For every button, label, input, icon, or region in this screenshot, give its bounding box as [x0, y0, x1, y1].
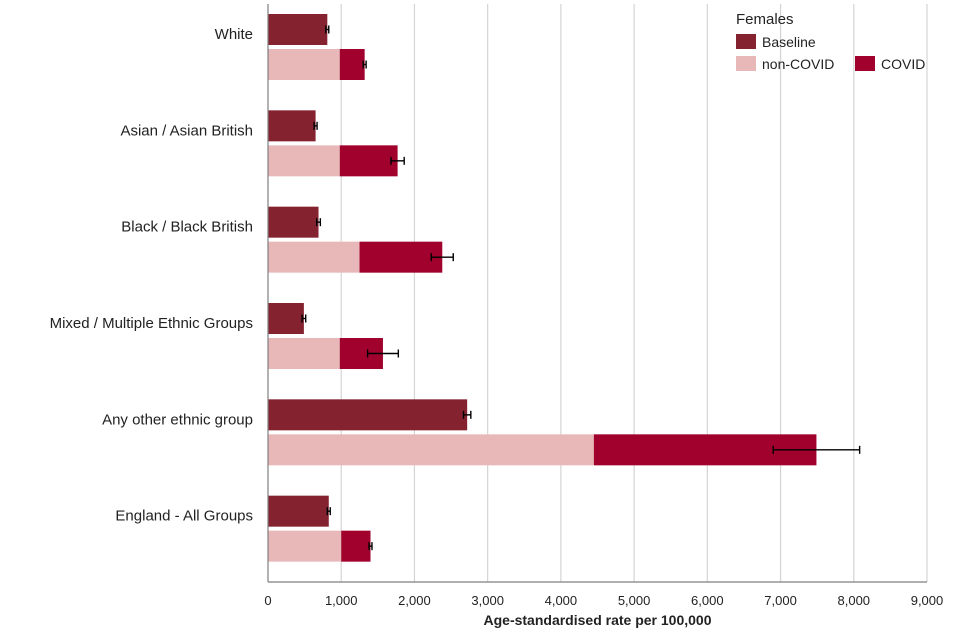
x-tick-label: 6,000 — [691, 593, 724, 608]
bar-covid-asian-asian-british — [339, 145, 398, 177]
x-tick-label: 2,000 — [398, 593, 431, 608]
bar-baseline-england-all-groups — [268, 495, 329, 527]
x-tick-label: 7,000 — [764, 593, 797, 608]
error-bar-covid-white — [362, 60, 367, 69]
bar-covid-black-black-british — [359, 241, 443, 273]
bar-non-covid-mixed-multiple-ethnic-groups — [268, 338, 340, 369]
category-labels: White Asian / Asian British Black / Black … — [50, 26, 253, 525]
legend-label: non-COVID — [762, 56, 834, 72]
error-bar-baseline-england-all-groups — [326, 507, 331, 516]
x-axis: 0 1,000 2,000 3,000 4,000 5,000 6,000 7,000 8,00… — [264, 4, 943, 608]
gridlines — [340, 4, 928, 582]
x-tick-label: 9,000 — [911, 593, 944, 608]
x-tick-label: 4,000 — [545, 593, 578, 608]
x-tick-label: 1,000 — [325, 593, 358, 608]
error-bar-baseline-black-black-british — [315, 218, 322, 227]
legend-item-baseline: Baseline — [736, 34, 816, 50]
bar-non-covid-england-all-groups — [268, 530, 342, 562]
legend-swatch — [736, 56, 756, 71]
x-axis-title: Age-standardised rate per 100,000 — [484, 612, 712, 628]
category-label: England - All Groups — [115, 508, 253, 525]
error-bar-baseline-mixed-multiple-ethnic-groups — [301, 314, 307, 323]
x-tick-label: 3,000 — [471, 593, 504, 608]
bar-baseline-black-black-british — [268, 206, 319, 238]
x-tick-label: 8,000 — [838, 593, 871, 608]
error-bar-covid-asian-asian-british — [390, 156, 405, 165]
x-tick-label: 5,000 — [618, 593, 651, 608]
bar-baseline-white — [268, 14, 328, 45]
bar-covid-white — [339, 49, 365, 80]
bar-baseline-asian-asian-british — [268, 110, 316, 142]
bar-non-covid-any-other-ethnic-group — [268, 434, 594, 466]
bar-baseline-any-other-ethnic-group — [268, 399, 468, 431]
legend-swatch — [736, 34, 756, 49]
bar-baseline-mixed-multiple-ethnic-groups — [268, 303, 304, 334]
category-label: Asian / Asian British — [120, 122, 253, 139]
legend-swatch — [855, 56, 875, 71]
legend-label: COVID — [881, 56, 925, 72]
category-label: Mixed / Multiple Ethnic Groups — [50, 315, 253, 332]
error-bar-baseline-asian-asian-british — [313, 121, 318, 130]
error-bar-covid-black-black-british — [430, 253, 454, 262]
bars — [268, 14, 817, 562]
legend-item-covid: COVID — [855, 56, 925, 72]
error-bar-covid-any-other-ethnic-group — [772, 445, 861, 454]
category-label: White — [215, 26, 253, 43]
error-bars — [301, 25, 861, 551]
legend-label: Baseline — [762, 34, 816, 50]
legend-title: Females — [736, 11, 794, 28]
legend-item-non-covid: non-COVID — [736, 56, 834, 72]
bar-covid-england-all-groups — [341, 530, 371, 562]
bar-non-covid-asian-asian-british — [268, 145, 340, 177]
legend: Females Baseline non-COVID COVID — [736, 11, 925, 72]
bar-non-covid-white — [268, 49, 340, 80]
x-tick-label: 0 — [264, 593, 271, 608]
error-bar-baseline-white — [325, 25, 330, 34]
bar-non-covid-black-black-british — [268, 241, 360, 273]
error-bar-covid-mixed-multiple-ethnic-groups — [366, 349, 400, 358]
error-bar-covid-england-all-groups — [368, 542, 373, 551]
category-label: Black / Black British — [121, 219, 253, 236]
error-bar-baseline-any-other-ethnic-group — [462, 410, 472, 419]
category-label: Any other ethnic group — [102, 411, 253, 428]
